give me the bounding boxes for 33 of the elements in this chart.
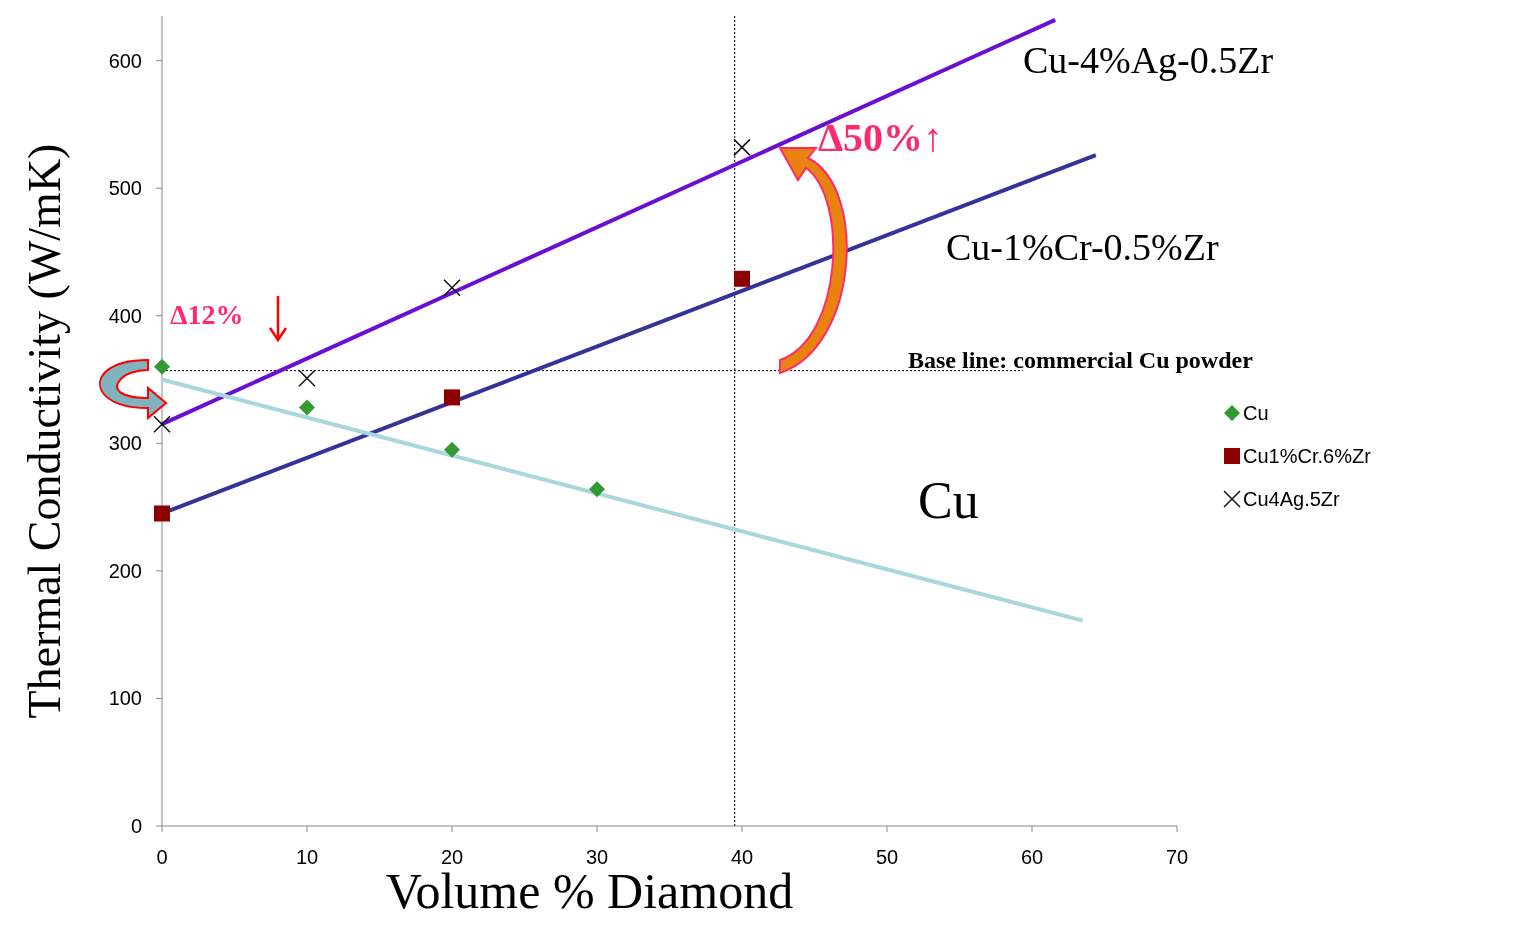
annotation: Δ50%↑ [818, 115, 944, 160]
y-tick-label: 100 [108, 687, 142, 710]
point [733, 138, 751, 157]
point [444, 389, 460, 406]
y-tick-label: 600 [108, 49, 142, 72]
legend-label: Cu1%Cr.6%Zr [1243, 445, 1372, 467]
point [734, 270, 750, 287]
y-tick-label: 400 [108, 304, 142, 327]
ref-line-label: Base line: commercial Cu powder [908, 346, 1254, 373]
x-tick-label: 50 [875, 846, 899, 868]
legend-label: Cu4Ag.5Zr [1243, 488, 1341, 510]
y-tick-label: 300 [108, 432, 142, 455]
annotation: Δ12% [170, 299, 244, 330]
y-axis-title: Thermal Conductivity (W/mK) [19, 143, 70, 719]
point [443, 278, 461, 297]
point [589, 481, 605, 498]
point [154, 358, 170, 375]
x-tick-label: 70 [1165, 846, 1189, 868]
y-tick-label: 0 [130, 815, 142, 837]
point [444, 441, 460, 458]
y-tick-label: 500 [108, 177, 142, 200]
point [299, 399, 315, 416]
point [298, 369, 316, 388]
x-tick-label: 0 [156, 846, 168, 868]
annotation: Cu-4%Ag-0.5Zr [1023, 39, 1274, 81]
point [153, 415, 171, 433]
annotation: Cu-1%Cr-0.5%Zr [946, 226, 1219, 268]
x-tick-label: 10 [295, 846, 319, 868]
x-tick-label: 60 [1020, 846, 1044, 868]
y-tick-label: 200 [108, 559, 142, 582]
annotation: Cu [918, 472, 979, 529]
point [154, 505, 170, 522]
legend-label: Cu [1243, 402, 1269, 424]
